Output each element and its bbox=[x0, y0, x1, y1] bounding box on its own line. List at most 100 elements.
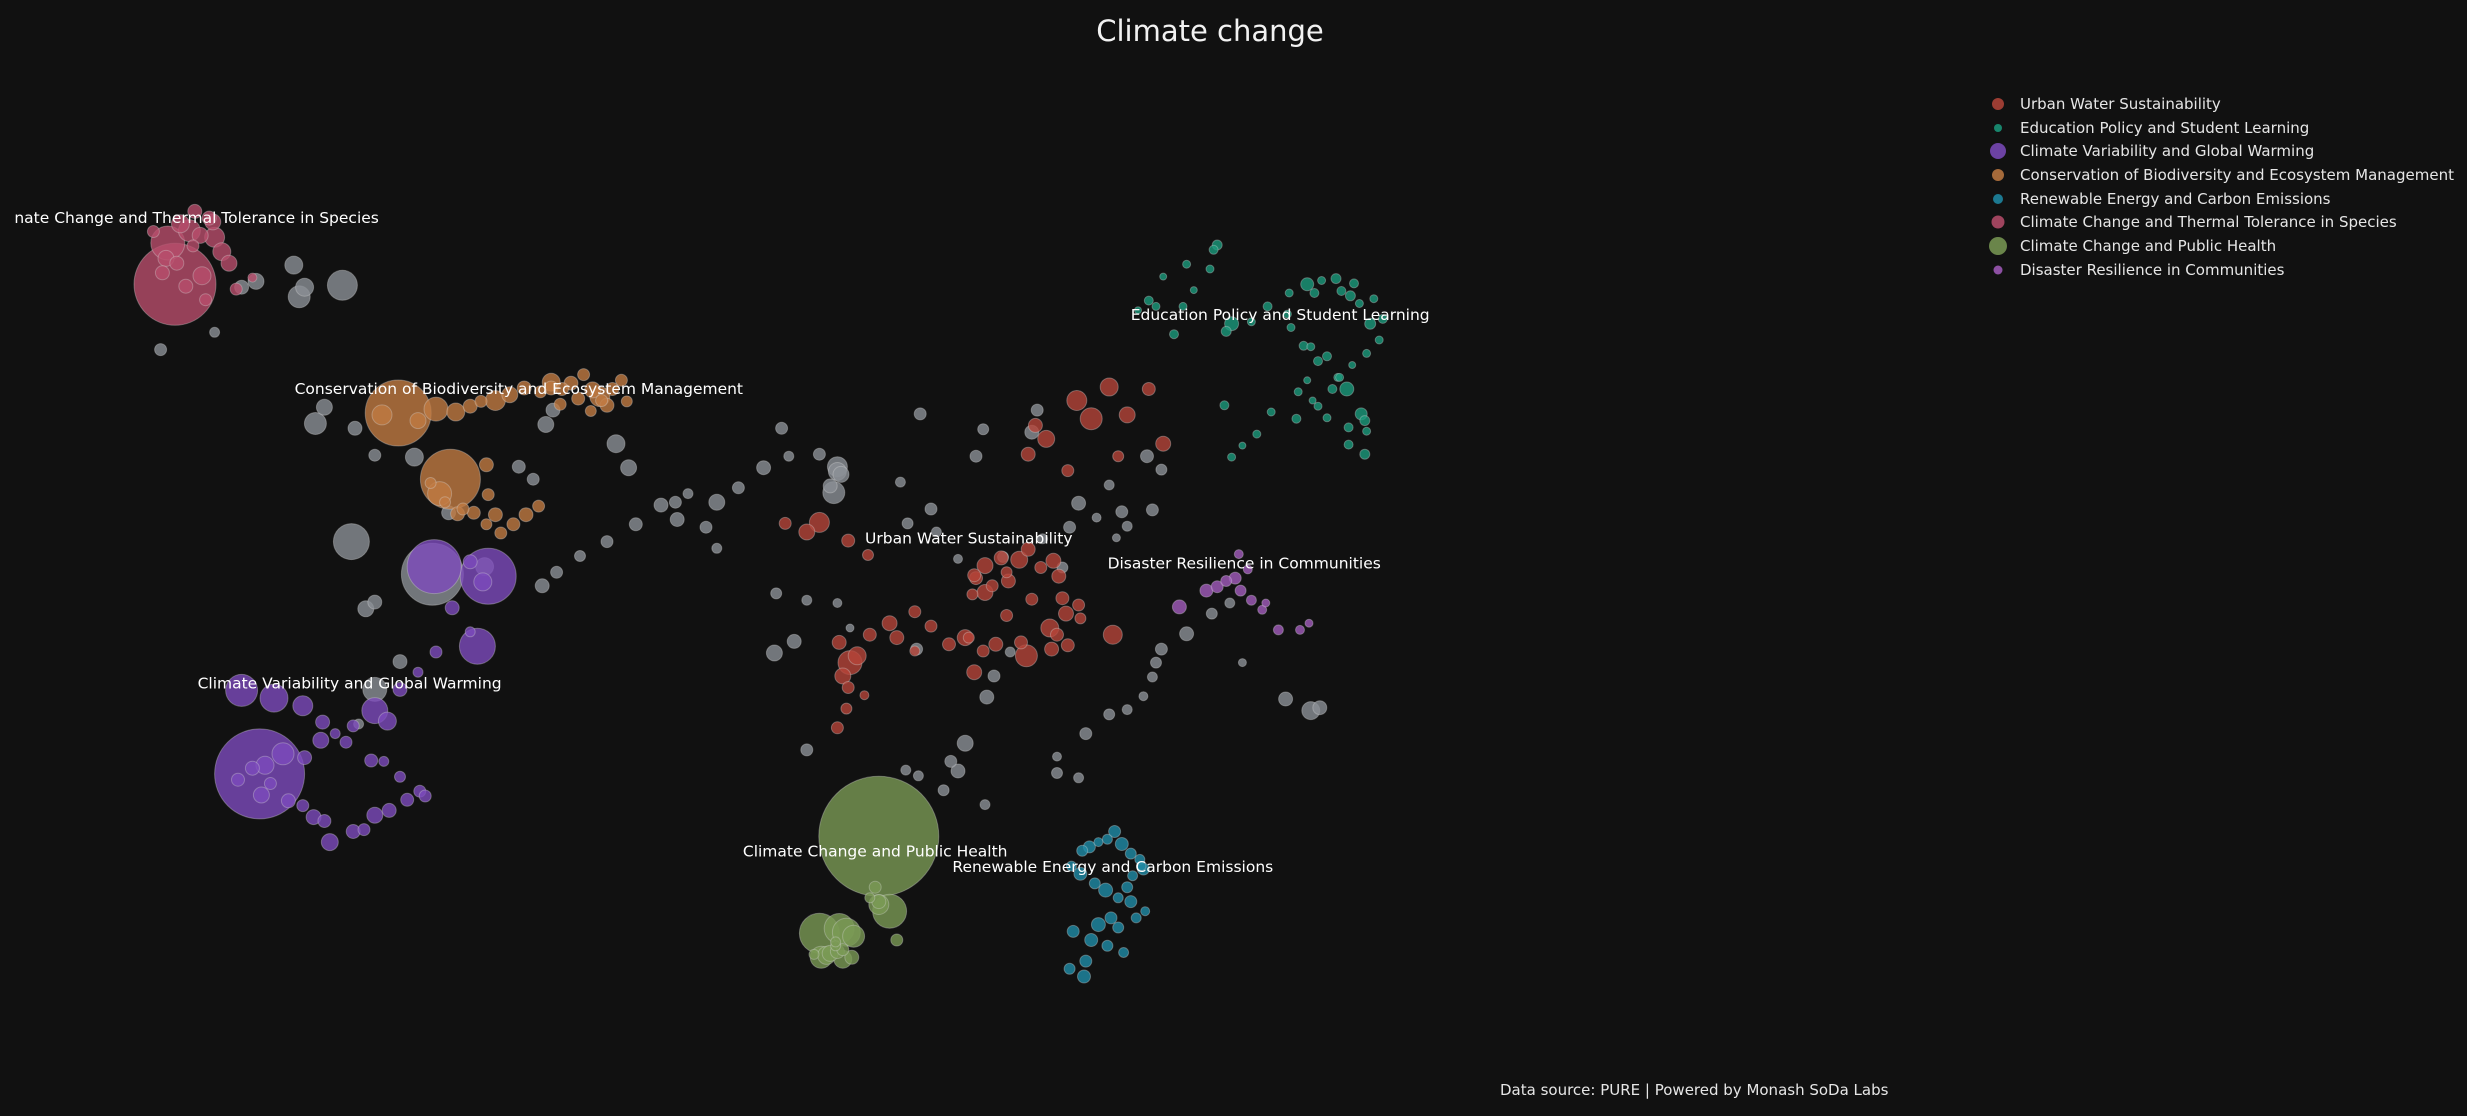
data-point[interactable] bbox=[881, 615, 898, 632]
data-point[interactable] bbox=[832, 465, 850, 483]
data-point[interactable] bbox=[1098, 882, 1114, 898]
data-point[interactable] bbox=[458, 627, 496, 665]
data-point[interactable] bbox=[1134, 306, 1142, 315]
data-point[interactable] bbox=[186, 239, 200, 253]
data-point[interactable] bbox=[1099, 377, 1119, 397]
data-point[interactable] bbox=[317, 814, 332, 828]
data-point[interactable] bbox=[571, 391, 586, 406]
data-point[interactable] bbox=[259, 683, 289, 713]
data-point[interactable] bbox=[1111, 533, 1121, 543]
data-point[interactable] bbox=[550, 565, 564, 579]
data-point[interactable] bbox=[1303, 376, 1312, 385]
data-point[interactable] bbox=[146, 225, 160, 238]
data-point[interactable] bbox=[783, 450, 795, 462]
data-point[interactable] bbox=[756, 460, 772, 476]
data-point[interactable] bbox=[1322, 413, 1332, 423]
data-point[interactable] bbox=[1306, 342, 1316, 352]
data-point[interactable] bbox=[178, 278, 194, 294]
data-point[interactable] bbox=[1238, 441, 1247, 450]
data-point[interactable] bbox=[967, 568, 982, 583]
data-point[interactable] bbox=[862, 627, 877, 642]
data-point[interactable] bbox=[1336, 286, 1347, 296]
data-point[interactable] bbox=[1112, 921, 1125, 934]
data-point[interactable] bbox=[478, 457, 494, 473]
data-point[interactable] bbox=[1060, 638, 1075, 653]
data-point[interactable] bbox=[1136, 861, 1147, 872]
data-point[interactable] bbox=[409, 412, 427, 430]
legend-item-climate-variability-and-global-warming[interactable]: Climate Variability and Global Warming bbox=[1986, 139, 2454, 163]
data-point[interactable] bbox=[481, 488, 495, 502]
data-point[interactable] bbox=[950, 763, 966, 779]
data-point[interactable] bbox=[1037, 533, 1049, 545]
data-point[interactable] bbox=[1359, 415, 1371, 427]
data-point[interactable] bbox=[1061, 464, 1075, 478]
data-point[interactable] bbox=[377, 711, 397, 731]
data-point[interactable] bbox=[1101, 833, 1113, 845]
data-point[interactable] bbox=[368, 448, 382, 462]
data-point[interactable] bbox=[154, 265, 170, 281]
data-point[interactable] bbox=[942, 637, 956, 652]
data-point[interactable] bbox=[1330, 273, 1342, 285]
data-point[interactable] bbox=[1261, 598, 1271, 608]
data-point[interactable] bbox=[1205, 607, 1218, 620]
data-point[interactable] bbox=[1050, 627, 1064, 642]
data-point[interactable] bbox=[845, 623, 855, 633]
data-point[interactable] bbox=[1020, 541, 1036, 557]
data-point[interactable] bbox=[1045, 552, 1062, 569]
data-point[interactable] bbox=[1286, 323, 1296, 332]
data-point[interactable] bbox=[1159, 272, 1168, 281]
data-point[interactable] bbox=[1118, 406, 1136, 424]
data-point[interactable] bbox=[577, 368, 591, 382]
data-point[interactable] bbox=[731, 481, 745, 495]
data-point[interactable] bbox=[864, 892, 876, 904]
data-point[interactable] bbox=[993, 550, 1009, 566]
data-point[interactable] bbox=[1349, 278, 1359, 289]
data-point[interactable] bbox=[1065, 860, 1077, 872]
data-point[interactable] bbox=[1322, 351, 1332, 362]
data-point[interactable] bbox=[653, 497, 669, 513]
data-point[interactable] bbox=[518, 507, 534, 523]
data-point[interactable] bbox=[474, 394, 488, 408]
data-point[interactable] bbox=[1237, 658, 1247, 668]
data-point[interactable] bbox=[1377, 313, 1388, 324]
data-point[interactable] bbox=[320, 833, 339, 852]
data-point[interactable] bbox=[1079, 954, 1093, 968]
data-point[interactable] bbox=[584, 405, 597, 417]
data-point[interactable] bbox=[400, 792, 415, 807]
data-point[interactable] bbox=[956, 734, 974, 752]
data-point[interactable] bbox=[1034, 561, 1048, 574]
data-point[interactable] bbox=[1313, 356, 1323, 367]
data-point[interactable] bbox=[979, 689, 995, 705]
data-point[interactable] bbox=[1051, 767, 1063, 779]
data-point[interactable] bbox=[191, 226, 209, 244]
data-point[interactable] bbox=[574, 550, 586, 562]
data-point[interactable] bbox=[1245, 594, 1257, 606]
data-point[interactable] bbox=[1178, 301, 1188, 311]
data-point[interactable] bbox=[1219, 400, 1230, 411]
data-point[interactable] bbox=[1344, 290, 1356, 302]
data-point[interactable] bbox=[894, 476, 906, 488]
data-point[interactable] bbox=[1020, 446, 1036, 462]
data-point[interactable] bbox=[292, 695, 314, 717]
data-point[interactable] bbox=[953, 553, 963, 564]
data-point[interactable] bbox=[446, 402, 466, 422]
data-point[interactable] bbox=[1141, 382, 1156, 396]
data-point[interactable] bbox=[1155, 435, 1172, 452]
data-point[interactable] bbox=[1066, 924, 1080, 938]
data-point[interactable] bbox=[201, 210, 217, 226]
data-point[interactable] bbox=[339, 735, 353, 749]
data-point[interactable] bbox=[537, 416, 555, 433]
data-point[interactable] bbox=[1051, 568, 1067, 584]
data-point[interactable] bbox=[1074, 612, 1087, 625]
data-point[interactable] bbox=[1088, 877, 1101, 890]
data-point[interactable] bbox=[532, 499, 546, 513]
data-point[interactable] bbox=[1233, 549, 1244, 560]
data-point[interactable] bbox=[1313, 401, 1323, 411]
data-point[interactable] bbox=[1030, 403, 1044, 417]
data-point[interactable] bbox=[900, 764, 912, 776]
data-point[interactable] bbox=[847, 646, 867, 666]
data-point[interactable] bbox=[1348, 361, 1357, 369]
data-point[interactable] bbox=[1115, 505, 1129, 519]
data-point[interactable] bbox=[1000, 609, 1014, 622]
data-point[interactable] bbox=[890, 933, 904, 947]
